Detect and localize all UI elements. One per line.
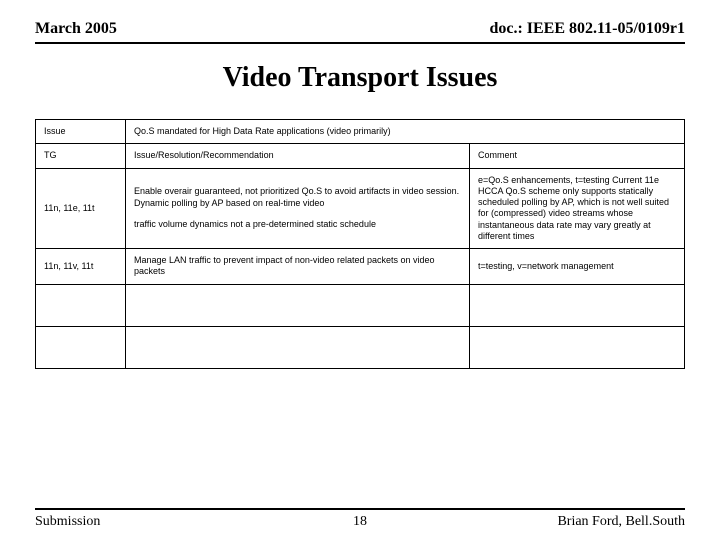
table-row: 11n, 11v, 11t Manage LAN traffic to prev…: [36, 249, 685, 285]
footer-author: Brian Ford, Bell.South: [557, 514, 685, 530]
table-row-empty: [36, 326, 685, 368]
issues-table: Issue Qo.S mandated for High Data Rate a…: [35, 119, 685, 369]
cell-empty: [36, 326, 126, 368]
cell-resolution-p2: traffic volume dynamics not a pre-determ…: [134, 219, 461, 230]
cell-empty: [470, 284, 685, 326]
page-footer: Submission 18 Brian Ford, Bell.South: [35, 508, 685, 530]
cell-empty: [126, 326, 470, 368]
page-title: Video Transport Issues: [35, 62, 685, 94]
table-row: Issue Qo.S mandated for High Data Rate a…: [36, 120, 685, 144]
cell-issue-value: Qo.S mandated for High Data Rate applica…: [126, 120, 685, 144]
cell-resolution: Manage LAN traffic to prevent impact of …: [126, 249, 470, 285]
cell-issue-label: Issue: [36, 120, 126, 144]
page-header: March 2005 doc.: IEEE 802.11-05/0109r1: [35, 20, 685, 44]
table-row: 11n, 11e, 11t Enable overair guaranteed,…: [36, 168, 685, 249]
cell-tg: 11n, 11e, 11t: [36, 168, 126, 249]
footer-page-number: 18: [353, 514, 367, 530]
header-date: March 2005: [35, 20, 117, 38]
cell-comment: t=testing, v=network management: [470, 249, 685, 285]
footer-left: Submission: [35, 514, 100, 530]
cell-resolution: Enable overair guaranteed, not prioritiz…: [126, 168, 470, 249]
cell-tg: 11n, 11v, 11t: [36, 249, 126, 285]
cell-resolution-header: Issue/Resolution/Recommendation: [126, 144, 470, 168]
header-doc-id: doc.: IEEE 802.11-05/0109r1: [489, 20, 685, 38]
cell-tg-header: TG: [36, 144, 126, 168]
cell-empty: [470, 326, 685, 368]
table-row: TG Issue/Resolution/Recommendation Comme…: [36, 144, 685, 168]
cell-empty: [126, 284, 470, 326]
cell-resolution-p1: Enable overair guaranteed, not prioritiz…: [134, 186, 461, 209]
cell-comment: e=Qo.S enhancements, t=testing Current 1…: [470, 168, 685, 249]
cell-comment-header: Comment: [470, 144, 685, 168]
cell-empty: [36, 284, 126, 326]
table-row-empty: [36, 284, 685, 326]
